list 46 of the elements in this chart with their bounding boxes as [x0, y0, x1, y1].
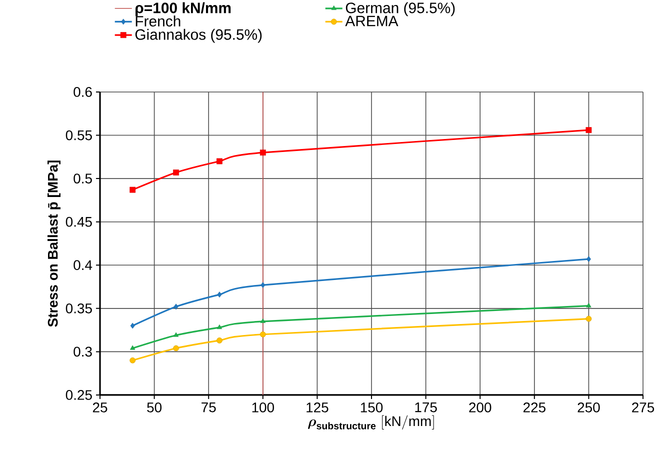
point: [260, 318, 266, 323]
point: [173, 332, 179, 337]
legend-label: German (95.5%): [346, 2, 455, 16]
legend-label: Giannakos (95.5%): [135, 28, 262, 43]
x-tick-label: 100: [252, 402, 274, 412]
x-tick-label: 75: [202, 402, 216, 412]
x-tick-label: 125: [306, 402, 328, 412]
point: [130, 345, 136, 350]
x-tick-label: 150: [360, 402, 383, 412]
point: [586, 302, 592, 308]
point: [260, 282, 266, 288]
point: [216, 158, 222, 164]
y-tick-label: 0.55: [66, 130, 92, 140]
y-tick-label: 0.6: [74, 87, 92, 97]
y-tick-label: 0.4: [74, 260, 92, 270]
point: [216, 338, 222, 344]
x-tick-label: 25: [92, 402, 108, 412]
point: [586, 316, 592, 322]
point: [260, 150, 266, 156]
x-axis-title: $\boldsymbol{\rho}_{\mathbf{substructure}}\;\mathrm{[kN/mm]}$: [308, 415, 434, 430]
point: [130, 322, 135, 329]
x-tick-label: 225: [523, 402, 546, 412]
legend-label: ρ=100 kN/mm: [136, 2, 231, 16]
y-tick-label: 0.35: [66, 303, 92, 314]
x-tick-label: 50: [147, 402, 162, 412]
point: [260, 331, 266, 338]
point: [130, 186, 136, 193]
y-tick-label: 0.25: [66, 390, 92, 400]
y-tick-label: 0.45: [66, 216, 92, 227]
point: [586, 256, 591, 262]
point: [173, 345, 179, 352]
x-tick-label: 275: [632, 402, 654, 412]
point: [217, 292, 222, 298]
y-tick-label: 0.3: [74, 346, 92, 357]
x-tick-label: 175: [415, 402, 437, 412]
x-tick-label: 250: [578, 402, 600, 412]
y-tick-label: 0.5: [74, 174, 92, 184]
point: [174, 304, 178, 310]
legend-label: French: [136, 16, 180, 27]
point: [216, 324, 222, 330]
point: [586, 127, 592, 134]
point: [173, 170, 179, 176]
point: [130, 357, 136, 364]
legend-label: AREMA: [345, 16, 398, 26]
x-tick-label: 200: [469, 402, 492, 412]
y-axis-title: Stress on Ballast p̄ [MPa]: [48, 160, 60, 327]
